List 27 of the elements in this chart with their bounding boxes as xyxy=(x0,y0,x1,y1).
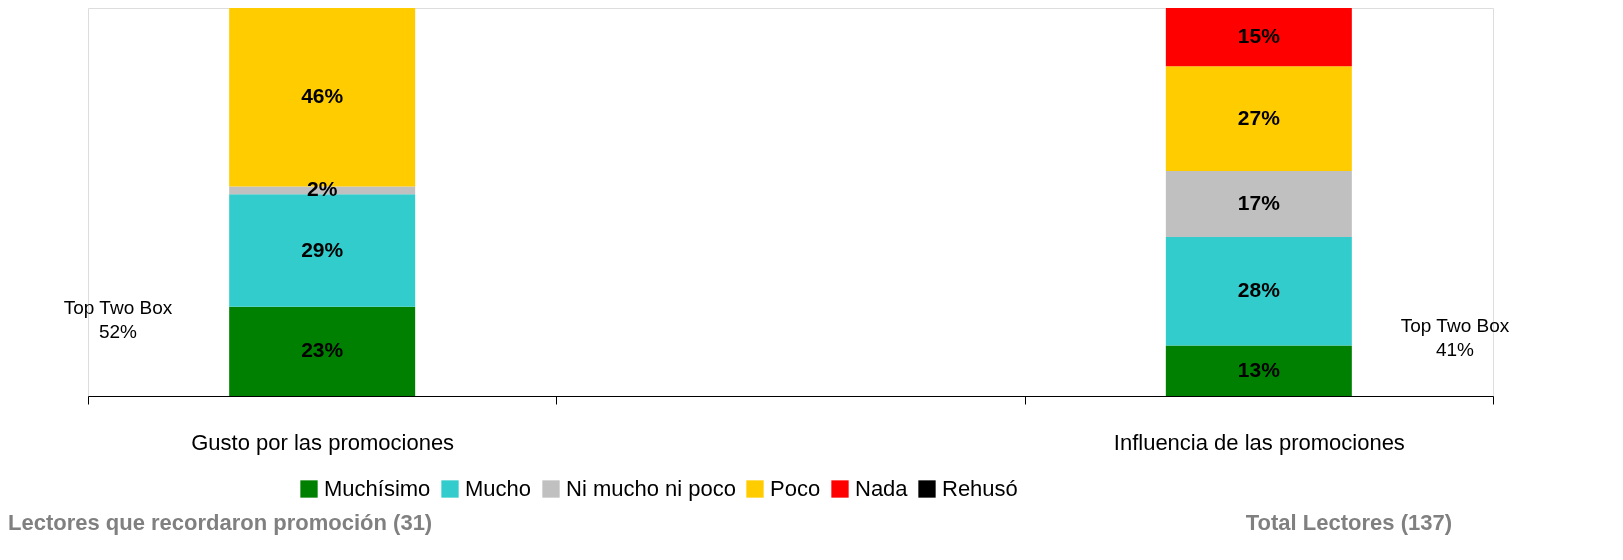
legend-label: Poco xyxy=(770,476,821,501)
data-label: 46% xyxy=(301,84,344,108)
legend-label: Muchísimo xyxy=(324,476,431,501)
annotation: Top Two Box 41% xyxy=(1400,315,1510,360)
x-tick-label: Influencia de las promociones xyxy=(1113,429,1405,455)
legend-label: Nada xyxy=(855,476,909,501)
bar xyxy=(229,306,416,396)
data-label: 13% xyxy=(1237,357,1281,381)
annotation: Top Two Box 52% xyxy=(63,297,173,342)
bar xyxy=(1165,8,1352,67)
bar xyxy=(229,194,416,307)
data-label: 28% xyxy=(1237,278,1281,302)
x-tick-label: Gusto por las promociones xyxy=(191,429,455,455)
legend-label: Rehusó xyxy=(942,476,1018,501)
legend-label: Ni mucho ni poco xyxy=(566,476,736,501)
bar xyxy=(1165,345,1352,396)
bar xyxy=(1165,66,1352,171)
data-label: 29% xyxy=(301,237,344,261)
text: Lectores que recordaron promoción (31) xyxy=(8,510,433,535)
bar xyxy=(1165,236,1352,346)
legend-label: Mucho xyxy=(465,476,532,501)
data-label: 23% xyxy=(301,338,344,362)
data-label: 17% xyxy=(1237,190,1281,214)
text: Total Lectores (137) xyxy=(1245,510,1452,535)
bar xyxy=(1165,170,1352,237)
data-label: 27% xyxy=(1237,105,1281,129)
data-label: 15% xyxy=(1237,24,1281,48)
